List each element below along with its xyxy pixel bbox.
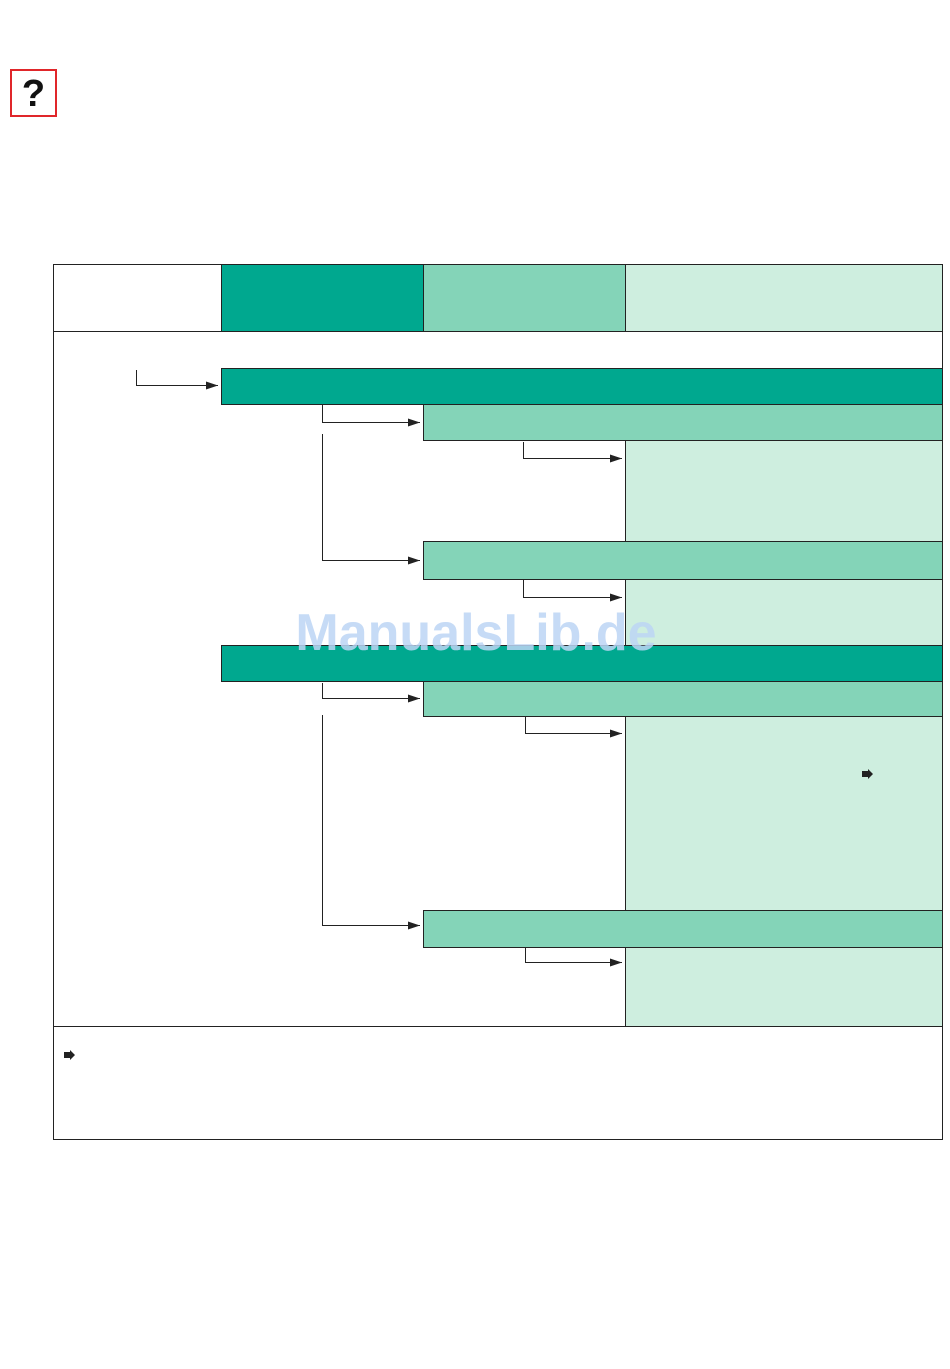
header-cell (221, 264, 424, 332)
arrow (523, 580, 622, 602)
arrow (322, 434, 420, 565)
help-icon: ? (22, 73, 45, 115)
reference-icon (64, 1050, 75, 1060)
level-3-box (625, 579, 943, 646)
header-cell (625, 264, 943, 332)
level-2-bar (423, 541, 943, 580)
level-2-bar (423, 681, 943, 717)
level-1-bar (221, 368, 943, 405)
reference-icon (862, 769, 873, 779)
level-3-box (625, 716, 943, 911)
level-2-bar (423, 910, 943, 948)
arrow (523, 442, 622, 463)
arrow (525, 948, 622, 967)
arrow (322, 405, 420, 427)
level-2-bar (423, 404, 943, 441)
watermark: ManualsLib.de (295, 604, 656, 662)
header-cell (423, 264, 626, 332)
level-3-box (625, 440, 943, 542)
arrow (525, 717, 622, 738)
arrow (322, 715, 420, 930)
help-icon-frame (10, 69, 57, 117)
arrow (136, 370, 218, 390)
arrow (322, 683, 420, 703)
flow-table (53, 264, 943, 1140)
level-3-box (625, 947, 943, 1027)
